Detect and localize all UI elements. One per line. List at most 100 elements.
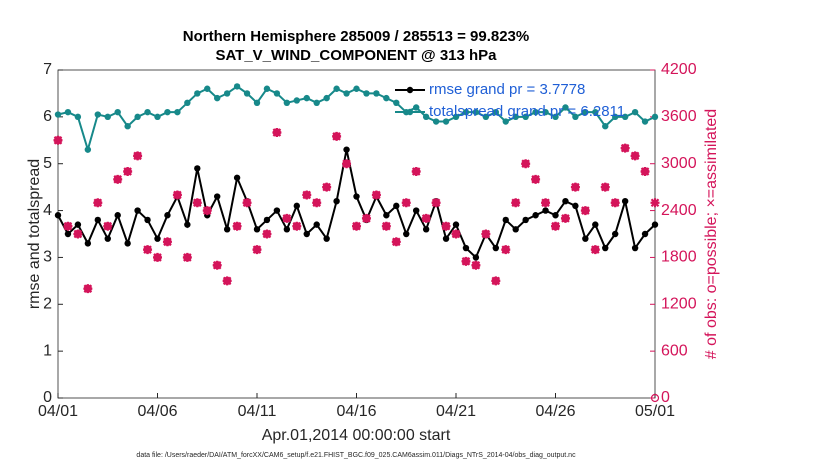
obs-assimilated: [541, 198, 551, 208]
chart-title: Northern Hemisphere 285009 / 285513 = 99…: [183, 28, 529, 45]
point: [323, 235, 330, 242]
point: [522, 216, 529, 224]
point: [422, 226, 430, 233]
obs-assimilated: [352, 221, 361, 231]
point: [164, 212, 171, 219]
obs-assimilated: [640, 167, 650, 177]
point: [552, 113, 559, 121]
point: [144, 108, 151, 116]
point: [502, 118, 509, 125]
obs-assimilated: [312, 198, 322, 208]
point: [422, 113, 430, 121]
obs-assimilated: [590, 245, 600, 255]
point: [323, 94, 330, 102]
point: [233, 174, 241, 181]
point: [293, 202, 300, 210]
x-tick-label: 04/16: [336, 403, 376, 420]
obs-assimilated: [570, 182, 580, 192]
point: [214, 94, 221, 102]
point: [84, 240, 92, 247]
point: [472, 254, 480, 261]
point: [174, 108, 181, 116]
point: [542, 207, 549, 214]
obs-assimilated: [153, 252, 162, 262]
point: [602, 123, 609, 130]
obs-assimilated: [441, 221, 451, 231]
obs-assimilated: [580, 206, 590, 216]
point: [343, 90, 350, 97]
obs-assimilated: [63, 221, 73, 231]
obs-assimilated: [342, 159, 352, 169]
point: [223, 90, 231, 97]
point: [313, 99, 320, 107]
point: [462, 108, 470, 116]
point: [263, 216, 271, 224]
y2-tick-label: 3600: [661, 108, 697, 125]
obs-assimilated: [123, 167, 133, 177]
obs-assimilated: [322, 182, 332, 192]
point: [612, 230, 619, 238]
point: [94, 216, 102, 224]
x-tick-label: 04/26: [535, 403, 575, 420]
point: [154, 235, 161, 242]
x-tick-label: 05/01: [635, 403, 675, 420]
obs-assimilated: [521, 159, 531, 169]
obs-assimilated: [560, 213, 570, 223]
obs-assimilated: [361, 213, 371, 223]
legend-label: rmse grand pr = 3.7778: [429, 81, 585, 98]
point: [154, 113, 161, 121]
obs-assimilated: [461, 256, 471, 266]
point: [482, 113, 490, 121]
x-tick-label: 04/06: [137, 403, 177, 420]
point: [432, 118, 440, 125]
x-tick-label: 04/11: [238, 403, 277, 420]
obs-assimilated: [491, 276, 501, 286]
x-tick-label: 04/01: [38, 403, 78, 420]
obs-assimilated: [172, 190, 182, 200]
obs-assimilated: [630, 151, 640, 161]
y2-tick-label: 0: [661, 389, 670, 406]
point: [184, 99, 191, 107]
obs-assimilated: [610, 198, 620, 208]
point: [592, 108, 599, 116]
point: [552, 212, 559, 219]
point: [621, 113, 629, 121]
obs-assimilated: [252, 245, 262, 255]
legend-label: totalspread grand pr = 6.2811: [429, 103, 625, 120]
y2-tick-label: 2400: [661, 202, 697, 219]
obs-assimilated: [451, 229, 461, 239]
point: [562, 104, 569, 111]
obs-assimilated: [620, 143, 630, 153]
obs-assimilated: [73, 229, 83, 239]
y-tick-label: 3: [43, 249, 52, 266]
obs-assimilated: [192, 198, 202, 208]
obs-assimilated: [391, 237, 401, 247]
point: [631, 108, 639, 116]
obs-assimilated: [143, 245, 153, 255]
point: [134, 113, 141, 121]
obs-assimilated: [471, 260, 481, 270]
obs-assimilated: [401, 198, 411, 208]
y2-tick-label: 3000: [661, 155, 697, 172]
obs-assimilated: [302, 190, 312, 200]
x-axis-label: Apr.01,2014 00:00:00 start: [262, 427, 451, 444]
y-tick-label: 4: [43, 202, 52, 219]
obs-assimilated: [53, 135, 63, 145]
obs-assimilated: [332, 131, 342, 141]
point: [592, 221, 599, 228]
obs-assimilated: [650, 198, 660, 208]
x-tick-label: 04/21: [436, 403, 476, 420]
point: [363, 90, 370, 97]
point: [542, 108, 549, 116]
obs-assimilated: [103, 221, 113, 231]
point: [74, 221, 82, 228]
point: [572, 113, 579, 121]
point: [204, 85, 211, 92]
point: [641, 230, 649, 238]
obs-assimilated: [431, 198, 441, 208]
point: [214, 193, 221, 200]
point: [64, 108, 72, 116]
point: [383, 212, 390, 219]
obs-assimilated: [133, 151, 143, 161]
plot-area: [57, 69, 656, 399]
